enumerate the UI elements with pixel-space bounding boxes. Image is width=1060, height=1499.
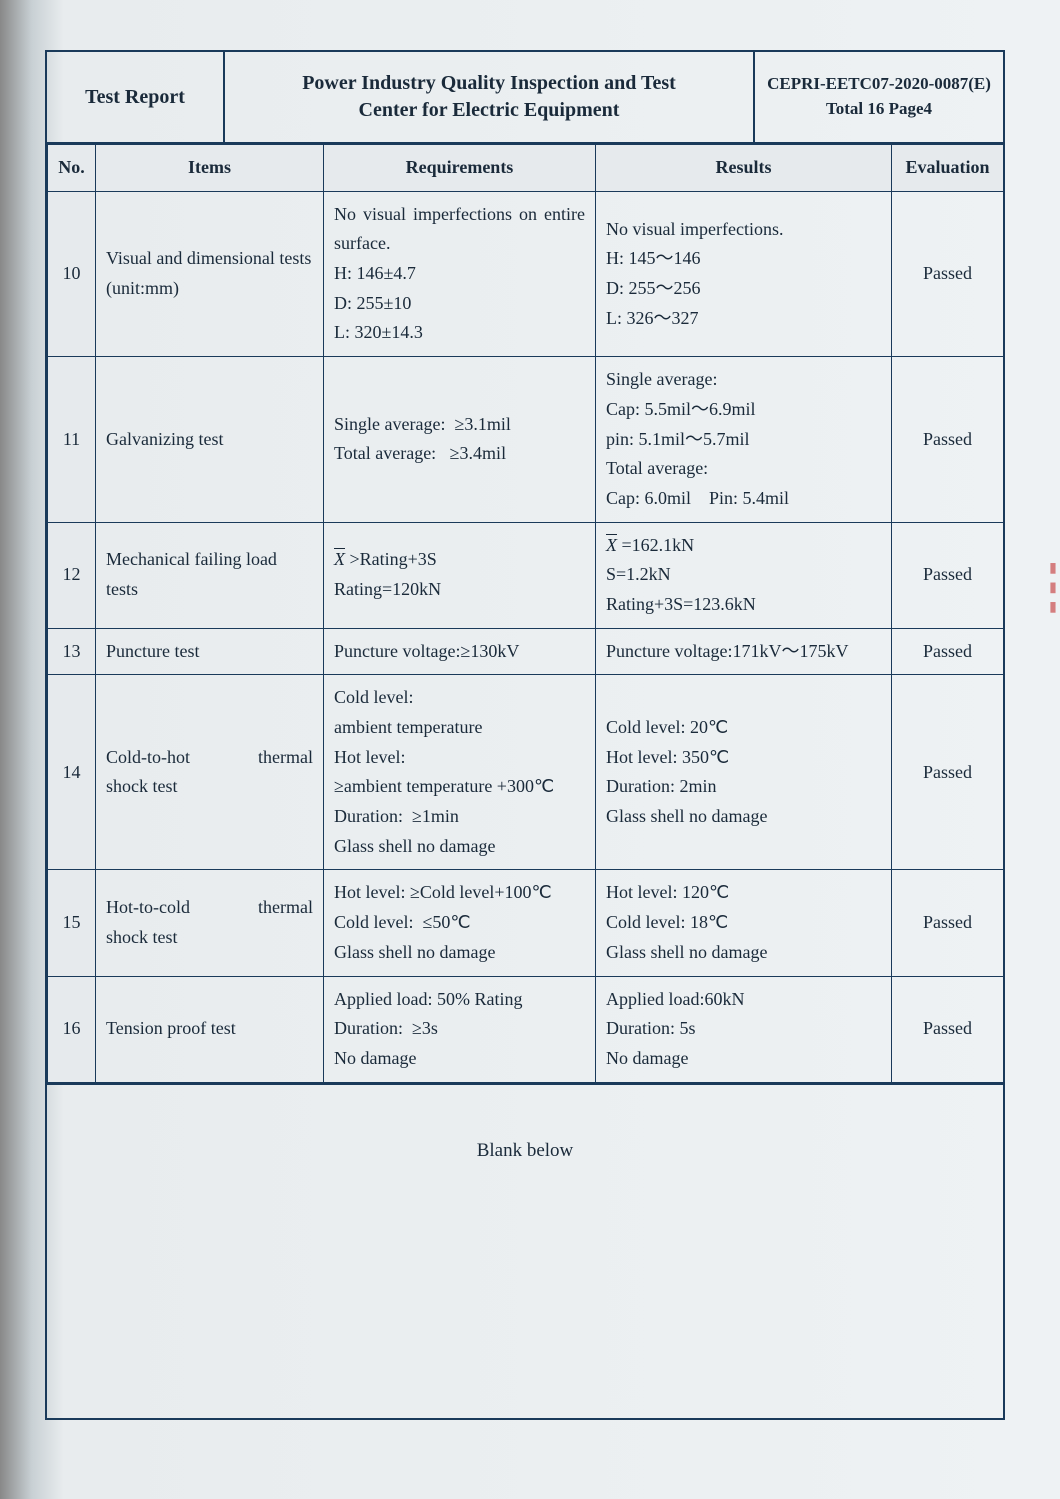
row-res: Hot level: 120℃Cold level: 18℃Glass shel… — [596, 870, 892, 976]
col-no: No. — [48, 145, 96, 192]
table-row: 15 Hot-to-cold thermal shock test Hot le… — [48, 870, 1004, 976]
header-center: Power Industry Quality Inspection and Te… — [225, 52, 755, 142]
col-items: Items — [96, 145, 324, 192]
row-req: Cold level:ambient temperatureHot level:… — [324, 675, 596, 870]
header-right: CEPRI-EETC07-2020-0087(E) Total 16 Page4 — [755, 52, 1003, 142]
test-report-page: Test Report Power Industry Quality Inspe… — [45, 50, 1005, 1162]
x-bar: X — [334, 549, 345, 569]
row-res: No visual imperfections.H: 145～146D: 255… — [596, 191, 892, 356]
binding-marks: ▮ ▮ ▮ — [1030, 560, 1060, 760]
row-no: 13 — [48, 628, 96, 675]
row-eval: Passed — [892, 628, 1004, 675]
col-results: Results — [596, 145, 892, 192]
row-eval: Passed — [892, 870, 1004, 976]
table-row: 12 Mechanical failing load tests X >Rati… — [48, 522, 1004, 628]
row-eval: Passed — [892, 191, 1004, 356]
row-eval: Passed — [892, 357, 1004, 522]
table-row: 16 Tension proof test Applied load: 50% … — [48, 976, 1004, 1082]
row-req: No visual imperfections on entire surfac… — [324, 191, 596, 356]
row-req: Hot level: ≥Cold level+100℃Cold level: ≤… — [324, 870, 596, 976]
table-row: 11 Galvanizing test Single average: ≥3.1… — [48, 357, 1004, 522]
res-line3: Rating+3S=123.6kN — [606, 594, 756, 614]
header-left-text: Test Report — [85, 86, 185, 109]
row-res: Applied load:60kNDuration: 5sNo damage — [596, 976, 892, 1082]
item-line2: shock test — [106, 776, 178, 796]
row-eval: Passed — [892, 976, 1004, 1082]
item-right: thermal — [258, 743, 313, 773]
page-bottom-border — [45, 1085, 1005, 1420]
col-evaluation: Evaluation — [892, 145, 1004, 192]
x-bar: X — [606, 535, 617, 555]
row-no: 15 — [48, 870, 96, 976]
item-right: thermal — [258, 893, 313, 923]
table-row: 10 Visual and dimensional tests(unit:mm)… — [48, 191, 1004, 356]
header-center-line1: Power Industry Quality Inspection and Te… — [302, 70, 676, 97]
table-row: 14 Cold-to-hot thermal shock test Cold l… — [48, 675, 1004, 870]
item-left: Hot-to-cold — [106, 893, 190, 923]
row-req: Single average: ≥3.1milTotal average: ≥3… — [324, 357, 596, 522]
row-res: Cold level: 20℃Hot level: 350℃Duration: … — [596, 675, 892, 870]
row-res: X =162.1kN S=1.2kN Rating+3S=123.6kN — [596, 522, 892, 628]
row-item: Visual and dimensional tests(unit:mm) — [96, 191, 324, 356]
header-center-line2: Center for Electric Equipment — [359, 97, 620, 124]
row-no: 11 — [48, 357, 96, 522]
row-eval: Passed — [892, 675, 1004, 870]
item-left: Cold-to-hot — [106, 743, 190, 773]
table-row: 13 Puncture test Puncture voltage:≥130kV… — [48, 628, 1004, 675]
row-req: Puncture voltage:≥130kV — [324, 628, 596, 675]
table-header-row: No. Items Requirements Results Evaluatio… — [48, 145, 1004, 192]
req-after-xbar: >Rating+3S — [345, 549, 437, 569]
header-left: Test Report — [47, 52, 225, 142]
header-right-line2: Total 16 Page4 — [826, 97, 932, 122]
row-item: Puncture test — [96, 628, 324, 675]
row-no: 12 — [48, 522, 96, 628]
row-res: Puncture voltage:171kV～175kV — [596, 628, 892, 675]
row-item: Cold-to-hot thermal shock test — [96, 675, 324, 870]
row-no: 16 — [48, 976, 96, 1082]
row-item: Mechanical failing load tests — [96, 522, 324, 628]
results-table: No. Items Requirements Results Evaluatio… — [47, 144, 1004, 1083]
row-req: X >Rating+3S Rating=120kN — [324, 522, 596, 628]
report-header: Test Report Power Industry Quality Inspe… — [47, 52, 1003, 144]
row-res: Single average:Cap: 5.5mil～6.9milpin: 5.… — [596, 357, 892, 522]
table-body: 10 Visual and dimensional tests(unit:mm)… — [48, 191, 1004, 1082]
item-line2: shock test — [106, 927, 178, 947]
row-eval: Passed — [892, 522, 1004, 628]
col-requirements: Requirements — [324, 145, 596, 192]
item-split: Hot-to-cold thermal — [106, 893, 313, 923]
row-no: 10 — [48, 191, 96, 356]
row-item: Tension proof test — [96, 976, 324, 1082]
report-frame: Test Report Power Industry Quality Inspe… — [45, 50, 1005, 1085]
row-item: Galvanizing test — [96, 357, 324, 522]
res-line2: S=1.2kN — [606, 564, 671, 584]
item-split: Cold-to-hot thermal — [106, 743, 313, 773]
req-line2: Rating=120kN — [334, 579, 441, 599]
row-item: Hot-to-cold thermal shock test — [96, 870, 324, 976]
header-right-line1: CEPRI-EETC07-2020-0087(E) — [767, 72, 991, 97]
row-req: Applied load: 50% RatingDuration: ≥3sNo … — [324, 976, 596, 1082]
res-after-xbar: =162.1kN — [617, 535, 694, 555]
row-no: 14 — [48, 675, 96, 870]
